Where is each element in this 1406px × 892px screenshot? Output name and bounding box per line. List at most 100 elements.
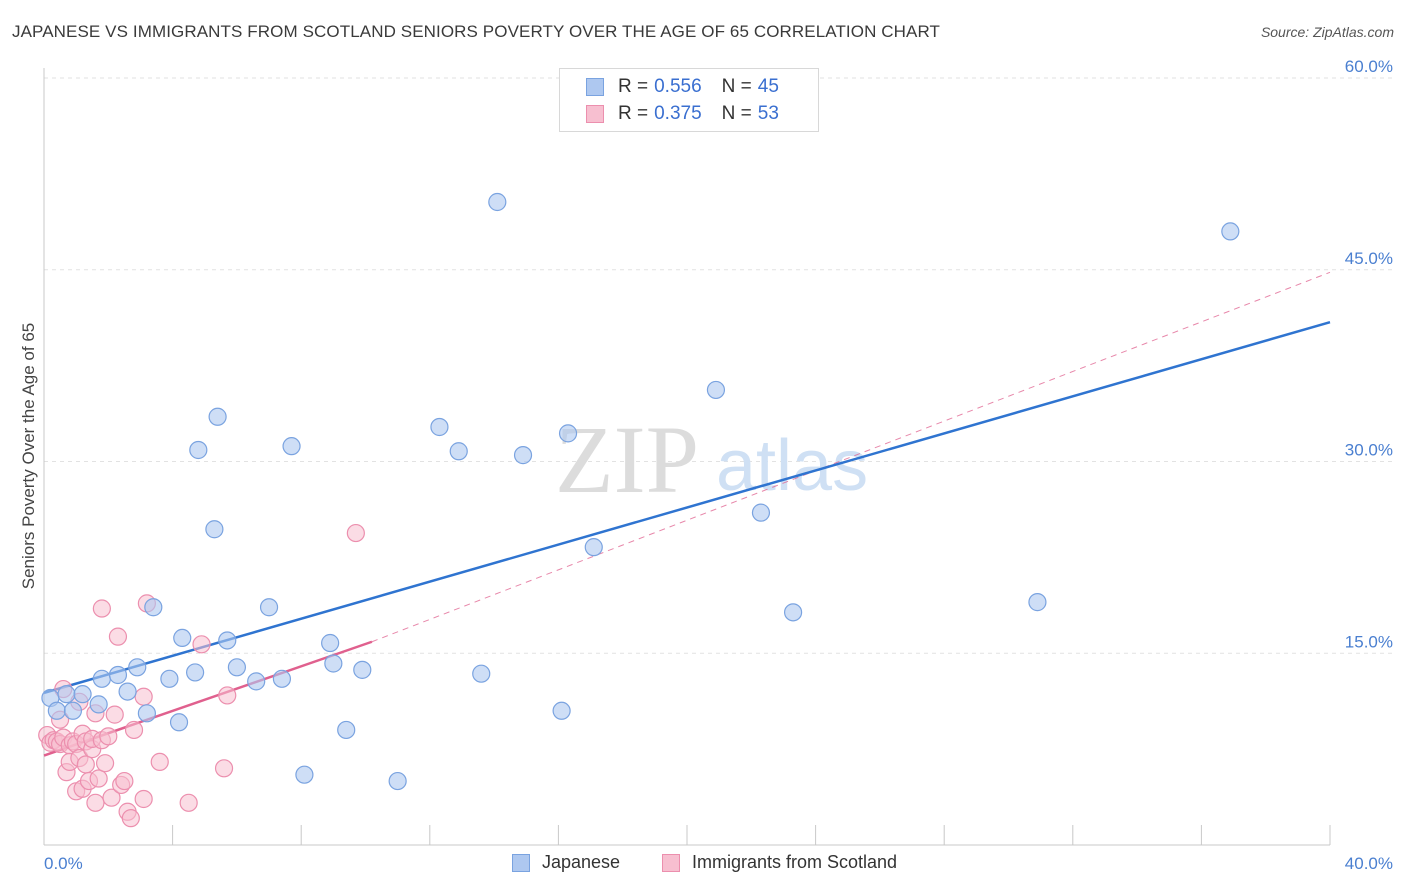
scotland-point [346,523,365,543]
japanese-point [160,669,179,688]
scotland-point [108,627,128,646]
scotland-point [99,727,118,746]
japanese-point [118,682,137,701]
japanese-point [430,417,449,437]
japanese-point [128,658,147,677]
watermark-zip: ZIP [555,406,699,513]
legend-n-value-scotland: 53 [757,103,779,124]
y-tick-label: 15.0% [1345,632,1393,651]
series-swatch-scotland [662,853,680,872]
scotland-point [92,599,111,618]
japanese-point [144,598,163,617]
watermark-atlas: atlas [716,426,868,506]
japanese-point [488,192,507,212]
japanese-point [558,424,578,443]
japanese-trend-group [43,320,1331,695]
chart-title: JAPANESE VS IMMIGRANTS FROM SCOTLAND SEN… [12,22,941,41]
scotland-point [218,686,237,705]
scotland-point [134,789,153,809]
legend-row-japanese: R = 0.556 N = 45 [586,75,779,99]
series-label-scotland: Immigrants from Scotland [692,852,898,872]
legend-swatch-japanese [586,78,604,96]
watermark: ZIP atlas [555,406,868,513]
japanese-point [205,520,224,539]
correlation-legend: R = 0.556 N = 45 R = 0.375 N = 53 [559,68,819,132]
series-label-japanese: Japanese [542,852,621,872]
source-label: Source: ZipAtlas.com [1260,24,1394,40]
japanese-point [259,598,279,617]
japanese-point [272,669,292,688]
japanese-point [189,440,208,460]
axes [43,68,1331,846]
japanese-point [73,685,92,704]
scotland-point [102,788,121,807]
japanese-point [47,701,66,720]
scotland-trend-group [43,271,1331,757]
japanese-point [552,701,571,720]
legend-n-value-japanese: 45 [757,76,779,97]
legend-r-value-scotland: 0.375 [654,103,702,124]
japanese-point [584,538,603,557]
grid-lines [44,77,1395,654]
legend-r-label: R = [618,76,649,97]
series-legend-scotland[interactable]: Immigrants from Scotland [662,852,897,873]
japanese-point [337,720,356,740]
japanese-point [706,380,726,400]
scotland-point [134,687,153,706]
scotland-point [115,771,134,791]
japanese-point [449,442,468,461]
japanese-point [63,701,83,720]
scotland-point [121,809,140,828]
scotland-point [150,752,169,772]
japanese-point [208,407,227,426]
y-axis-label: Seniors Poverty Over the Age of 65 [19,323,38,589]
legend-n-label: N = [721,76,752,97]
scotland-point [192,635,211,654]
japanese-point [169,713,189,732]
scotland-point [214,759,234,778]
japanese-point [353,660,372,679]
scotland-point [86,793,105,812]
scotland-point [95,754,115,773]
japanese-point [173,628,192,648]
scotland-point [76,755,95,774]
japanese-point [186,663,205,682]
legend-swatch-scotland [586,105,604,123]
legend-n-label: N = [721,103,752,124]
japanese-point [783,603,803,622]
japanese-point [108,665,128,685]
y-tick-label: 60.0% [1345,57,1393,76]
japanese-point [1221,222,1240,241]
japanese-point [227,658,246,677]
japanese-point [218,631,237,650]
japanese-point [92,669,111,688]
series-legend-japanese[interactable]: Japanese [512,852,620,873]
japanese-point [513,446,533,465]
japanese-point [1028,593,1047,612]
x-tick-label: 40.0% [1345,854,1393,873]
scotland-point [179,793,198,812]
japanese-trend-line [43,320,1331,695]
japanese-point [472,664,491,683]
series-swatch-japanese [512,853,530,872]
japanese-point [137,704,156,723]
legend-row-scotland: R = 0.375 N = 53 [586,102,779,126]
japanese-point [324,654,343,673]
japanese-point [321,633,340,653]
japanese-point [282,437,301,456]
y-tick-label: 45.0% [1345,249,1393,268]
scotland-point [105,705,124,724]
series-legend: Japanese Immigrants from Scotland [0,852,1406,878]
japanese-point [751,503,771,522]
legend-r-label: R = [618,103,649,124]
japanese-point [57,685,76,704]
japanese-points [41,192,1240,791]
japanese-point [89,695,108,714]
y-tick-label: 30.0% [1345,441,1393,460]
japanese-point [295,765,314,784]
japanese-point [388,771,407,791]
legend-r-value-japanese: 0.556 [654,76,702,97]
scotland-point [89,769,108,788]
scotland-point [124,720,144,740]
